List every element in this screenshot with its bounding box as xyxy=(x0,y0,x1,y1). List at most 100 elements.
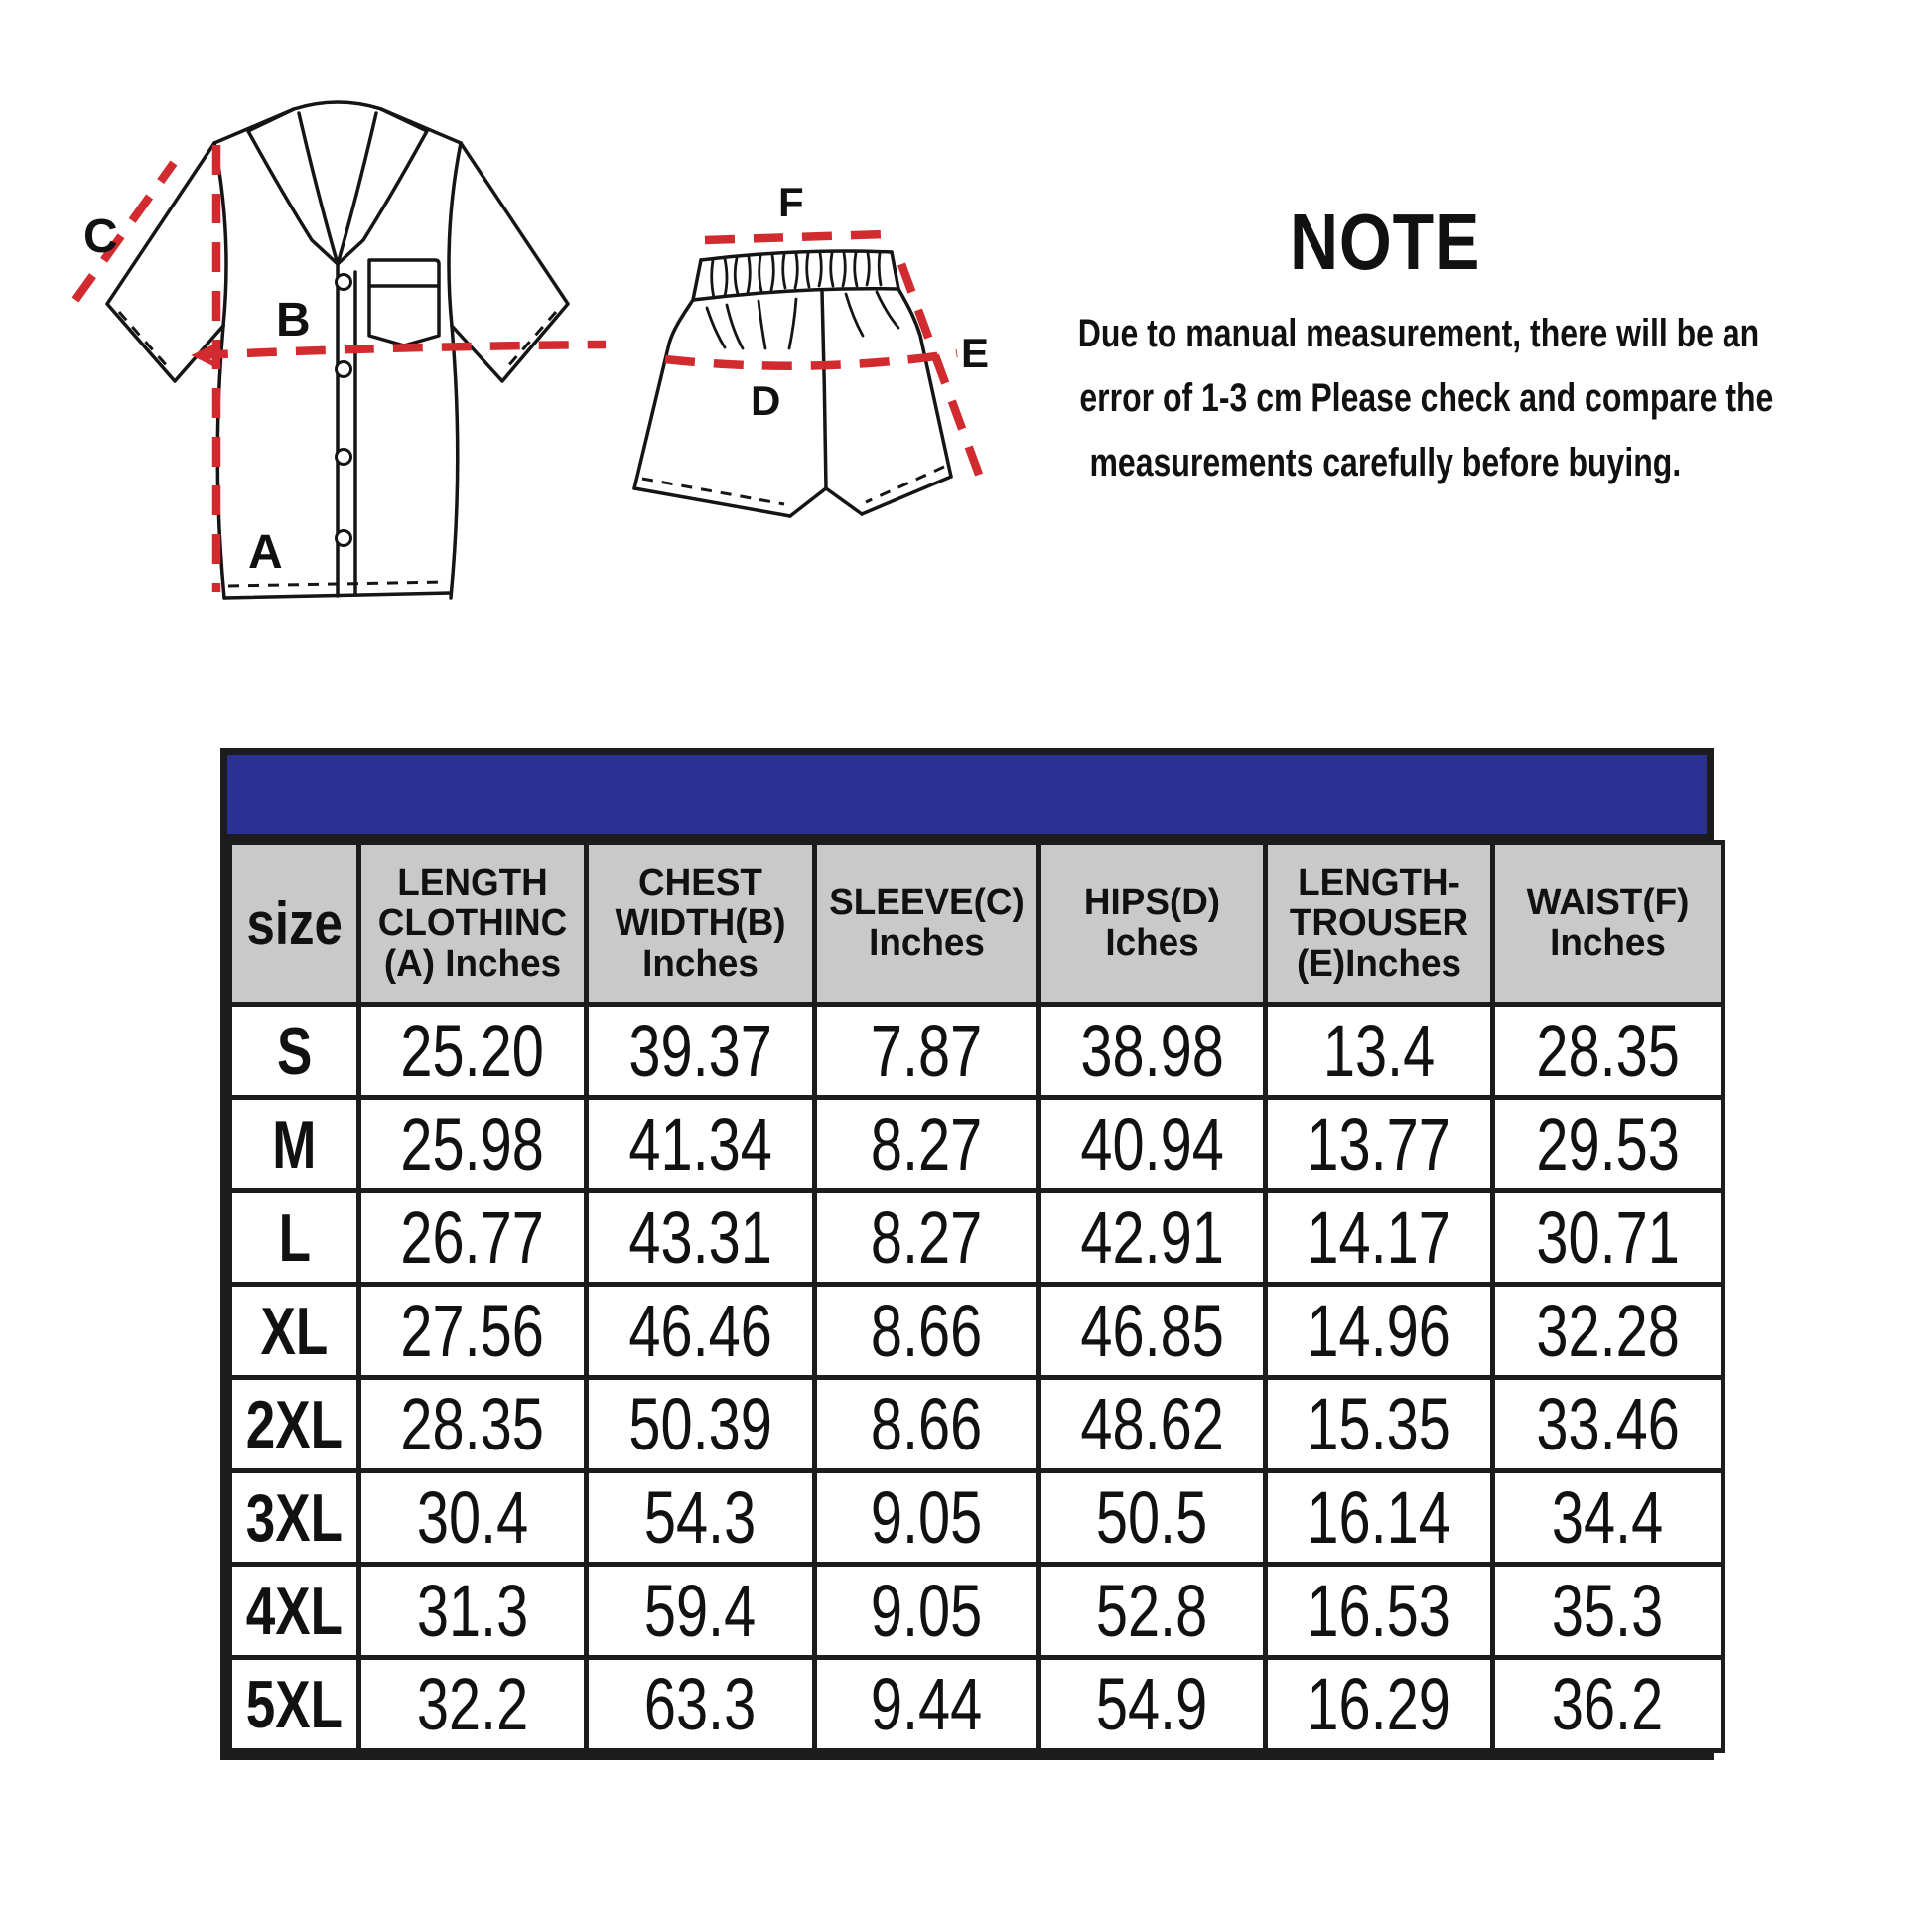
measurement-cell: 14.17 xyxy=(1263,1188,1495,1287)
measurement-value: 54.3 xyxy=(644,1476,757,1559)
note-line: Due to manual measurement, there will be… xyxy=(993,302,1777,366)
measurement-value: 25.20 xyxy=(400,1010,545,1092)
measurement-cell: 14.96 xyxy=(1263,1282,1495,1380)
measurement-cell: 32.2 xyxy=(356,1655,589,1753)
table-row-2xl: 2XL 28.35 50.39 8.66 48.62 15.35 33.46 xyxy=(227,1375,1725,1473)
measurement-cell: 9.05 xyxy=(812,1468,1041,1567)
shorts-leg-hems xyxy=(632,475,953,518)
note-line-text: error of 1-3 cm Please check and compare… xyxy=(1079,376,1774,420)
measurement-cell: 38.98 xyxy=(1036,1002,1268,1100)
note-line-text: Due to manual measurement, there will be… xyxy=(1077,312,1760,355)
measurement-value: 48.62 xyxy=(1080,1383,1224,1465)
shirt-shoulder-seams xyxy=(212,107,463,145)
measurement-value: 54.9 xyxy=(1096,1663,1208,1745)
shirt-button xyxy=(335,360,352,378)
measurement-cell: 28.35 xyxy=(1490,1002,1725,1100)
measurement-value: 32.2 xyxy=(416,1663,529,1745)
size-cell-text: M xyxy=(272,1106,317,1182)
size-cell-text: 5XL xyxy=(245,1666,344,1742)
size-cell: L xyxy=(227,1188,361,1287)
note-body: Due to manual measurement, there will be… xyxy=(993,302,1777,495)
measurement-value: 27.56 xyxy=(400,1290,545,1372)
measurement-cell: 25.98 xyxy=(356,1095,589,1193)
measurement-cell: 31.3 xyxy=(356,1562,589,1660)
measurement-cell: 34.4 xyxy=(1490,1468,1725,1567)
measurement-value: 42.91 xyxy=(1080,1196,1224,1279)
measurement-cell: 27.56 xyxy=(356,1282,589,1380)
shirt-collar-right-line xyxy=(336,107,429,266)
measurement-cell: 9.44 xyxy=(812,1655,1041,1753)
note-line: error of 1-3 cm Please check and compare… xyxy=(993,366,1777,431)
measurement-cell: 26.77 xyxy=(356,1188,589,1287)
shirt-label-c: C xyxy=(83,210,118,263)
measurement-cell: 46.85 xyxy=(1036,1282,1268,1380)
measurement-value: 16.29 xyxy=(1307,1663,1451,1745)
measurement-value: 32.28 xyxy=(1536,1290,1680,1372)
shorts-label-f: F xyxy=(778,179,804,225)
measurement-cell: 7.87 xyxy=(812,1002,1041,1100)
measurement-value: 25.98 xyxy=(400,1103,545,1185)
measurement-value: 36.2 xyxy=(1552,1663,1664,1745)
measurement-value: 59.4 xyxy=(644,1570,757,1652)
table-header-row: size LENGTH CLOTHINC (A) Inches CHEST WI… xyxy=(227,840,1725,1007)
measure-line-f-waist xyxy=(704,229,887,245)
size-chart-table-container: size LENGTH CLOTHINC (A) Inches CHEST WI… xyxy=(220,748,1725,1760)
measurement-cell: 13.4 xyxy=(1263,1002,1495,1100)
size-cell: 4XL xyxy=(227,1562,361,1660)
measurement-cell: 15.35 xyxy=(1263,1375,1495,1473)
shirt-right-sleeve xyxy=(450,141,570,383)
size-cell: M xyxy=(227,1095,361,1193)
measurement-value: 30.4 xyxy=(416,1476,529,1559)
measure-line-d-hips xyxy=(664,348,958,370)
measurement-value: 41.34 xyxy=(628,1103,772,1185)
measurement-cell: 63.3 xyxy=(584,1655,817,1753)
column-header-text: SLEEVE(C) Inches xyxy=(829,882,1025,964)
table-row-4xl: 4XL 31.3 59.4 9.05 52.8 16.53 35.3 xyxy=(227,1562,1725,1660)
measurement-value: 43.31 xyxy=(628,1196,772,1279)
measurement-value: 31.3 xyxy=(416,1570,529,1652)
measurement-value: 63.3 xyxy=(644,1663,757,1745)
shorts-left-outseam xyxy=(632,298,695,490)
column-header-sleeve: SLEEVE(C) Inches xyxy=(812,840,1041,1007)
measurement-cell: 16.29 xyxy=(1263,1655,1495,1753)
table-row-m: M 25.98 41.34 8.27 40.94 13.77 29.53 xyxy=(227,1095,1725,1193)
shorts-waistband-bottom xyxy=(691,286,900,302)
size-cell: 2XL xyxy=(227,1375,361,1473)
measurement-cell: 54.9 xyxy=(1036,1655,1268,1753)
measurement-cell: 16.53 xyxy=(1263,1562,1495,1660)
table-banner-bar xyxy=(227,755,1707,840)
measurement-value: 50.39 xyxy=(628,1383,772,1465)
measurement-value: 35.3 xyxy=(1552,1570,1664,1652)
measurement-value: 9.05 xyxy=(871,1476,983,1559)
measurement-value: 46.46 xyxy=(628,1290,772,1372)
size-cell-text: 3XL xyxy=(245,1479,344,1556)
shirt-label-a: A xyxy=(248,526,283,579)
measurement-value: 9.05 xyxy=(871,1570,983,1652)
measurement-value: 14.96 xyxy=(1307,1290,1451,1372)
table-row-s: S 25.20 39.37 7.87 38.98 13.4 28.35 xyxy=(227,1002,1725,1100)
size-cell: 3XL xyxy=(227,1468,361,1567)
shorts-label-e: E xyxy=(961,330,989,376)
shirt-sleeve-hem-stitches xyxy=(117,311,558,369)
measurement-value: 29.53 xyxy=(1536,1103,1680,1185)
shorts-hem-stitches xyxy=(641,465,945,506)
measurement-value: 14.17 xyxy=(1307,1196,1451,1279)
shirt-chest-pocket xyxy=(367,258,441,347)
note-line-text: measurements carefully before buying. xyxy=(1089,441,1681,484)
measurement-cell: 16.14 xyxy=(1263,1468,1495,1567)
column-header-waist: WAIST(F) Inches xyxy=(1490,840,1725,1007)
measure-line-e-trouser-length xyxy=(897,262,986,484)
measurement-cell: 29.53 xyxy=(1490,1095,1725,1193)
measurement-value: 33.46 xyxy=(1536,1383,1680,1465)
measurement-cell: 33.46 xyxy=(1490,1375,1725,1473)
measurement-cell: 40.94 xyxy=(1036,1095,1268,1193)
column-header-trouser-length: LENGTH-TROUSER (E)Inches xyxy=(1263,840,1495,1007)
size-cell: 5XL xyxy=(227,1655,361,1753)
column-header-length: LENGTH CLOTHINC (A) Inches xyxy=(356,840,589,1007)
table-row-xl: XL 27.56 46.46 8.66 46.85 14.96 32.28 xyxy=(227,1282,1725,1380)
shorts-right-outseam xyxy=(897,287,953,479)
measurement-value: 16.53 xyxy=(1307,1570,1451,1652)
measurement-value: 8.27 xyxy=(871,1103,983,1185)
measurement-value: 40.94 xyxy=(1080,1103,1224,1185)
